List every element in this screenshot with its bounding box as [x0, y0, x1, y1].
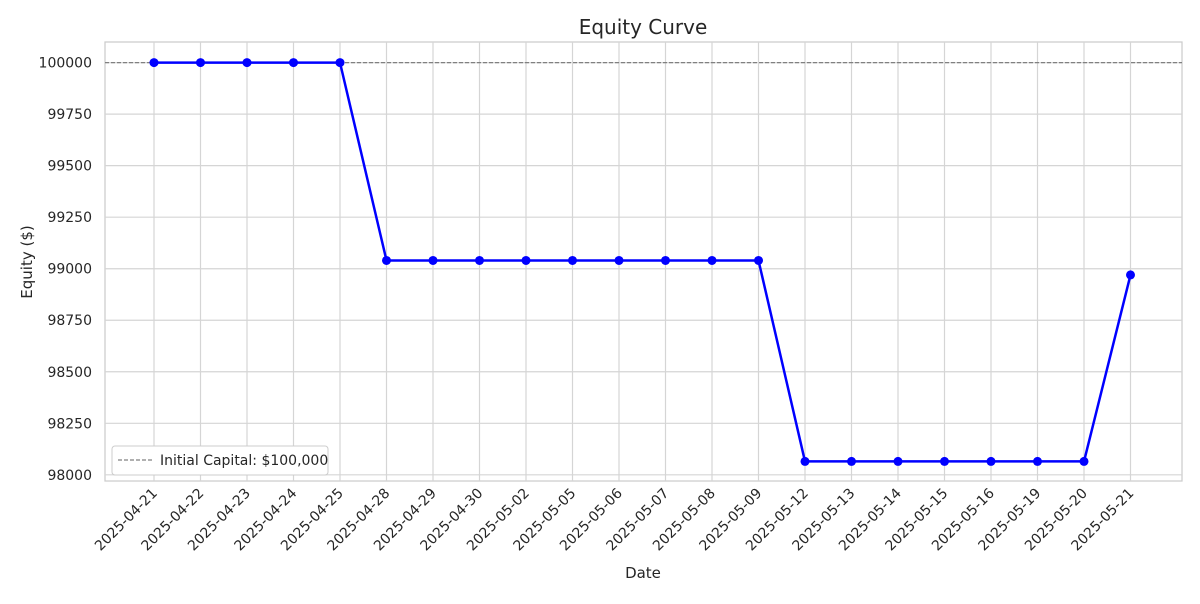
y-tick-label: 98000 — [47, 468, 92, 484]
series — [149, 58, 1135, 466]
equity-point — [893, 456, 903, 466]
equity-point — [428, 255, 438, 265]
equity-point — [242, 58, 252, 68]
equity-point — [521, 255, 531, 265]
equity-point — [847, 456, 856, 466]
equity-point — [1079, 456, 1089, 466]
y-tick-label: 98250 — [47, 416, 92, 432]
equity-point — [382, 255, 391, 265]
y-axis-label: Equity ($) — [18, 225, 36, 298]
equity-point — [940, 456, 949, 466]
y-tick-label: 99250 — [47, 210, 92, 226]
x-axis-label: Date — [625, 564, 661, 582]
equity-point — [986, 456, 996, 466]
equity-point — [335, 58, 345, 68]
equity-line — [154, 61, 1132, 463]
equity-point — [196, 58, 205, 68]
y-tick-label: 98750 — [47, 313, 92, 329]
equity-point — [1126, 270, 1135, 280]
y-tick-label: 98500 — [47, 365, 92, 381]
equity-point — [568, 255, 577, 265]
equity-point — [289, 58, 298, 68]
equity-point — [707, 255, 717, 265]
equity-point — [149, 58, 159, 68]
equity-point — [1033, 456, 1042, 466]
legend: Initial Capital: $100,000 — [111, 445, 329, 476]
y-tick-label: 100000 — [39, 56, 92, 72]
equity-point — [475, 255, 484, 265]
y-tick-label: 99750 — [47, 107, 92, 123]
x-tick-labels: 2025-04-212025-04-222025-04-232025-04-24… — [92, 485, 1137, 554]
y-tick-label: 99500 — [47, 159, 92, 175]
y-tick-labels: 98000 98250 98500 98750 99000 99250 99500 99750… — [39, 56, 92, 484]
equity-point — [661, 255, 670, 265]
chart-title: Equity Curve — [579, 15, 708, 39]
equity-point — [800, 456, 810, 466]
equity-point — [754, 255, 763, 265]
legend-box — [111, 445, 329, 476]
legend-label: Initial Capital: $100,000 — [160, 453, 328, 469]
y-tick-label: 99000 — [47, 262, 92, 278]
equity-point — [614, 255, 624, 265]
